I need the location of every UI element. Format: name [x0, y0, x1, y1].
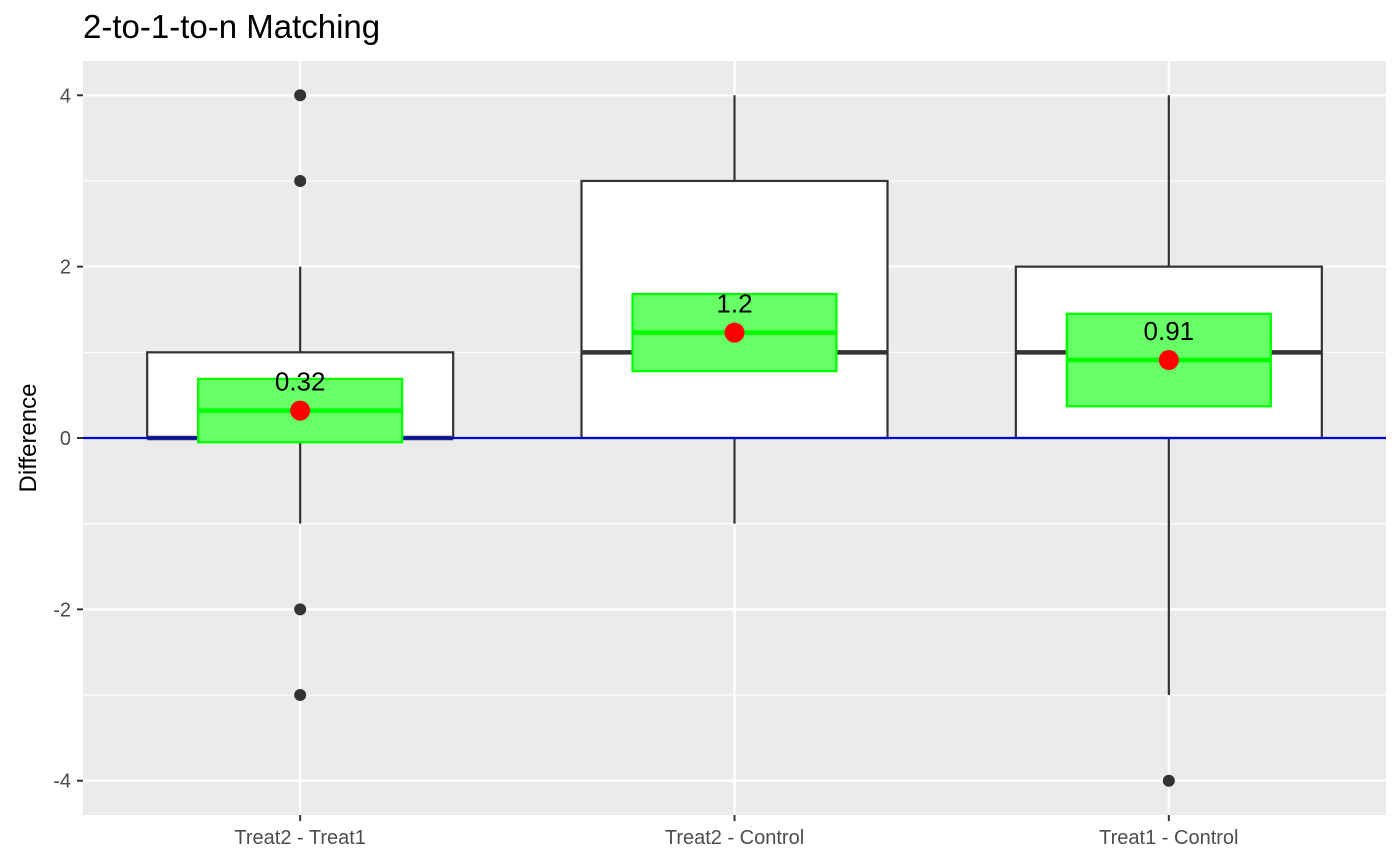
outlier-point: [294, 689, 307, 702]
plot-area: -4 -2 0 2 4 Treat2 - Treat1 Treat2 - Control Tr…: [53, 61, 1386, 849]
y-tick-label: -2: [53, 599, 71, 621]
x-tick-label: Treat1 - Control: [1099, 827, 1238, 849]
mean-value-label: 1.2: [716, 289, 752, 319]
mean-value-label: 0.32: [275, 367, 326, 397]
mean-point: [290, 400, 311, 421]
chart-title: 2-to-1-to-n Matching: [83, 8, 380, 45]
mean-point: [1158, 350, 1179, 371]
x-tick-label: Treat2 - Control: [665, 827, 804, 849]
mean-point: [724, 322, 745, 343]
y-axis-label: Difference: [15, 384, 42, 493]
outlier-point: [294, 89, 307, 102]
y-tick-label: -4: [53, 771, 71, 793]
outlier-point: [1162, 774, 1175, 787]
x-tick-label: Treat2 - Treat1: [234, 827, 366, 849]
y-tick-label: 2: [60, 257, 71, 279]
outlier-point: [294, 603, 307, 616]
y-tick-label: 0: [60, 428, 71, 450]
mean-value-label: 0.91: [1144, 316, 1195, 346]
outlier-point: [294, 174, 307, 187]
y-tick-label: 4: [60, 85, 71, 107]
